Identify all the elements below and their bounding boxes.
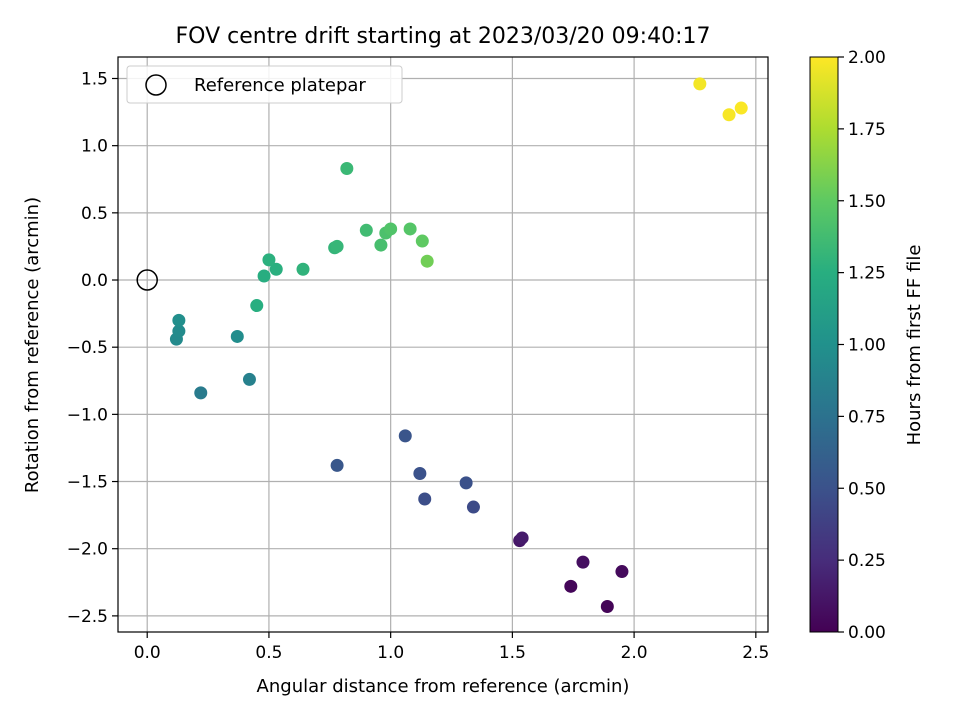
x-tick-label: 2.0 <box>621 643 648 663</box>
scatter-point <box>403 222 417 236</box>
scatter-point <box>242 372 256 386</box>
scatter-point <box>734 101 748 115</box>
y-tick-label: 1.0 <box>81 137 108 157</box>
legend-label: Reference platepar <box>194 75 366 96</box>
scatter-point <box>515 531 529 545</box>
scatter-point <box>262 253 276 267</box>
y-tick-label: −2.5 <box>67 607 108 627</box>
colorbar-tick-label: 0.75 <box>848 407 886 427</box>
y-tick-label: −1.5 <box>67 473 108 493</box>
data-points <box>169 77 748 613</box>
colorbar-tick-label: 1.25 <box>848 264 886 284</box>
y-tick-label: 0.0 <box>81 271 108 291</box>
scatter-point <box>340 162 354 176</box>
scatter-point <box>576 555 590 569</box>
scatter-point <box>257 269 271 283</box>
scatter-point <box>194 386 208 400</box>
y-tick-label: −2.0 <box>67 540 108 560</box>
colorbar-tick-label: 0.25 <box>848 551 886 571</box>
grid-lines <box>118 57 768 632</box>
colorbar-tick-label: 0.50 <box>848 479 886 499</box>
colorbar-tick-label: 1.75 <box>848 120 886 140</box>
y-tick-label: −0.5 <box>67 338 108 358</box>
scatter-point <box>418 492 432 506</box>
x-tick-label: 0.5 <box>255 643 282 663</box>
scatter-point <box>466 500 480 514</box>
legend-marker <box>145 74 167 96</box>
scatter-point <box>420 254 434 268</box>
x-tick-label: 1.0 <box>377 643 404 663</box>
colorbar-gradient <box>809 56 839 633</box>
scatter-point <box>564 579 578 593</box>
scatter-point <box>172 313 186 327</box>
scatter-point <box>230 329 244 343</box>
y-axis-label: Rotation from reference (arcmin) <box>22 197 43 493</box>
colorbar-tick-label: 1.00 <box>848 336 886 356</box>
scatter-point <box>413 466 427 480</box>
scatter-point <box>415 234 429 248</box>
scatter-point <box>250 299 264 313</box>
y-axis-ticks: 1.5 1.0 0.5 0.0 −0.5 −1.0 −1.5 −2.0 −2.5 <box>67 69 118 627</box>
x-tick-label: 1.5 <box>499 643 526 663</box>
y-tick-label: 1.5 <box>81 69 108 89</box>
legend-box <box>126 65 403 104</box>
scatter-point <box>398 429 412 443</box>
x-axis-ticks: 0.0 0.5 1.0 1.5 2.0 2.5 <box>134 632 769 663</box>
plot-frame <box>117 56 769 633</box>
scatter-point <box>330 458 344 472</box>
scatter-point <box>374 238 388 252</box>
scatter-point <box>384 222 398 236</box>
y-tick-label: −1.0 <box>67 405 108 425</box>
colorbar-ticks: 0.00 0.25 0.50 0.75 1.00 1.25 1.50 1.75 2.00 <box>838 48 886 643</box>
y-tick-label: 0.5 <box>81 204 108 224</box>
reference-point <box>136 269 158 291</box>
colorbar-tick-label: 0.00 <box>848 623 886 643</box>
scatter-point <box>330 239 344 253</box>
x-tick-label: 0.0 <box>134 643 161 663</box>
scatter-point <box>359 223 373 237</box>
scatter-point <box>172 324 186 338</box>
scatter-point <box>459 476 473 490</box>
x-axis-label: Angular distance from reference (arcmin) <box>257 676 630 697</box>
colorbar-tick-label: 2.00 <box>848 48 886 68</box>
colorbar-tick-label: 1.50 <box>848 192 886 212</box>
x-tick-label: 2.5 <box>742 643 769 663</box>
legend: Reference platepar <box>126 65 403 104</box>
scatter-point <box>296 262 310 276</box>
scatter-point <box>600 599 614 613</box>
colorbar: 0.00 0.25 0.50 0.75 1.00 1.25 1.50 1.75 2.00 Hou… <box>809 48 925 643</box>
scatter-point <box>693 77 707 91</box>
scatter-point <box>722 108 736 122</box>
scatter-point <box>269 262 283 276</box>
chart-title: FOV centre drift starting at 2023/03/20 … <box>176 24 711 49</box>
scatter-point <box>615 565 629 579</box>
colorbar-label: Hours from first FF file <box>904 245 925 446</box>
